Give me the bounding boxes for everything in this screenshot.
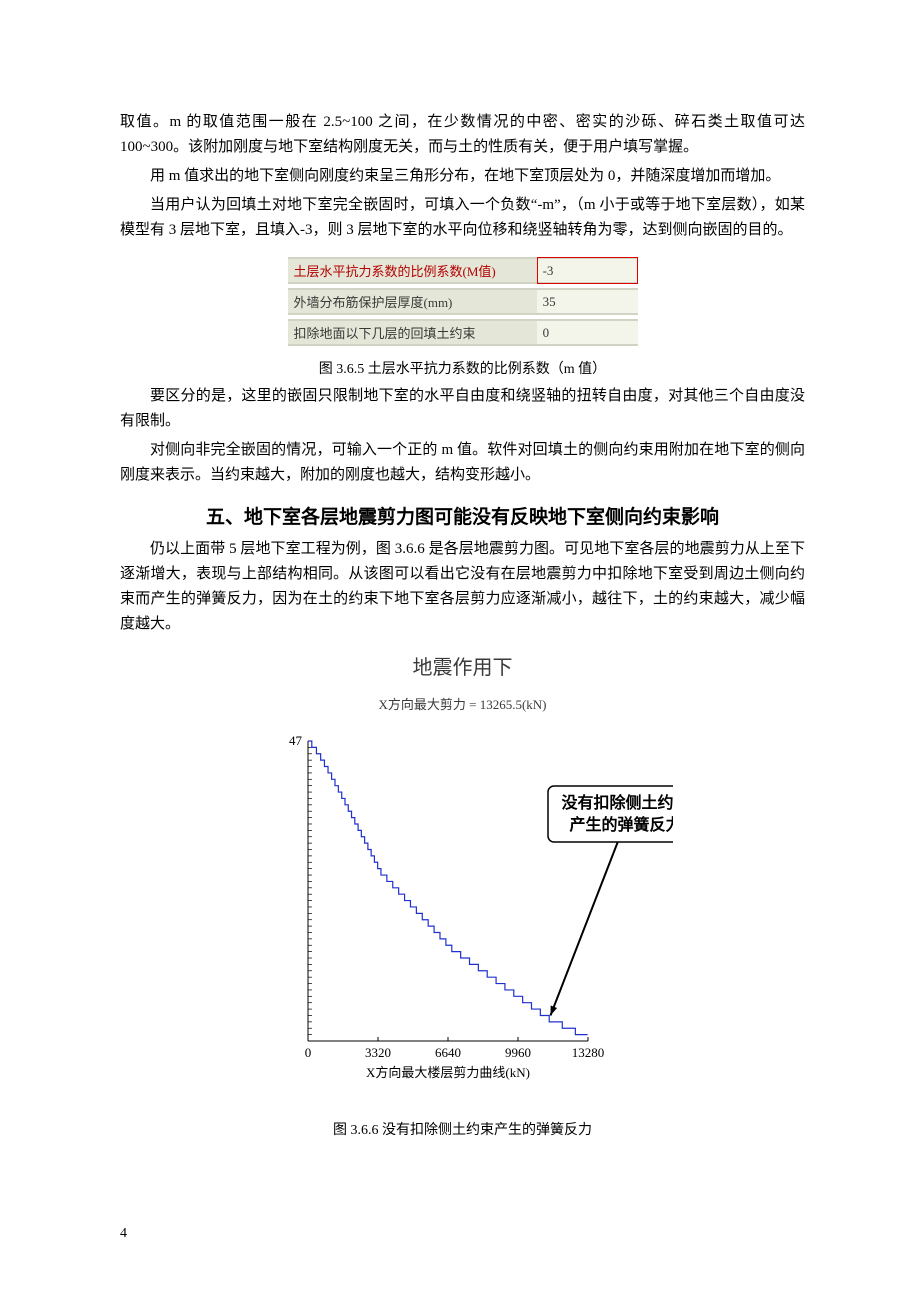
- figure-caption-3-6-6: 图 3.6.6 没有扣除侧土约束产生的弹簧反力: [120, 1119, 805, 1139]
- param-row: 外墙分布筋保护层厚度(mm)35: [288, 288, 638, 315]
- paragraph-6: 仍以上面带 5 层地下室工程为例，图 3.6.6 是各层地震剪力图。可见地下室各…: [120, 537, 805, 637]
- section-heading-5: 五、地下室各层地震剪力图可能没有反映地下室侧向约束影响: [120, 502, 805, 529]
- chart-x-tick: 13280: [571, 1045, 604, 1060]
- param-value[interactable]: 35: [537, 288, 638, 315]
- param-label: 外墙分布筋保护层厚度(mm): [288, 288, 537, 315]
- chart-x-tick: 9960: [505, 1045, 531, 1060]
- chart-x-tick: 3320: [365, 1045, 391, 1060]
- callout-arrow: [550, 842, 617, 1015]
- chart-svg: 47 0 3320 6640 9960 13280 X方向最大楼层剪力曲线(kN) 没有扣除侧…: [253, 731, 673, 1101]
- paragraph-5: 对侧向非完全嵌固的情况，可输入一个正的 m 值。软件对回填土的侧向约束用附加在地…: [120, 438, 805, 488]
- chart-x-label: X方向最大楼层剪力曲线(kN): [366, 1065, 530, 1080]
- figure-caption-3-6-5: 图 3.6.5 土层水平抗力系数的比例系数（m 值）: [120, 358, 805, 378]
- page-number: 4: [120, 1226, 127, 1242]
- param-label: 扣除地面以下几层的回填土约束: [288, 319, 537, 346]
- paragraph-3: 当用户认为回填土对地下室完全嵌固时，可填入一个负数“-m”，（m 小于或等于地下…: [120, 193, 805, 243]
- chart-y-top-label: 47: [289, 733, 303, 748]
- shear-chart: 地震作用下 X方向最大剪力 = 13265.5(kN) 47 0 3320 6640 9…: [253, 651, 673, 1101]
- param-value[interactable]: 0: [537, 319, 638, 346]
- chart-x-tick: 0: [304, 1045, 311, 1060]
- callout-text-2: 产生的弹簧反力: [569, 815, 673, 834]
- shear-curve: [308, 741, 588, 1035]
- callout-text-1: 没有扣除侧土约束: [561, 793, 673, 812]
- chart-x-tick: 6640: [435, 1045, 461, 1060]
- paragraph-1: 取值。m 的取值范围一般在 2.5~100 之间，在少数情况的中密、密实的沙砾、…: [120, 110, 805, 160]
- param-row: 土层水平抗力系数的比例系数(M值)-3: [288, 257, 638, 284]
- param-table: 土层水平抗力系数的比例系数(M值)-3外墙分布筋保护层厚度(mm)35扣除地面以…: [288, 253, 638, 350]
- param-row: 扣除地面以下几层的回填土约束0: [288, 319, 638, 346]
- param-value[interactable]: -3: [537, 257, 638, 284]
- paragraph-2: 用 m 值求出的地下室侧向刚度约束呈三角形分布，在地下室顶层处为 0，并随深度增…: [120, 164, 805, 189]
- paragraph-4: 要区分的是，这里的嵌固只限制地下室的水平自由度和绕竖轴的扭转自由度，对其他三个自…: [120, 384, 805, 434]
- param-label: 土层水平抗力系数的比例系数(M值): [288, 257, 537, 284]
- chart-title: 地震作用下: [253, 651, 673, 680]
- chart-subtitle: X方向最大剪力 = 13265.5(kN): [253, 694, 673, 713]
